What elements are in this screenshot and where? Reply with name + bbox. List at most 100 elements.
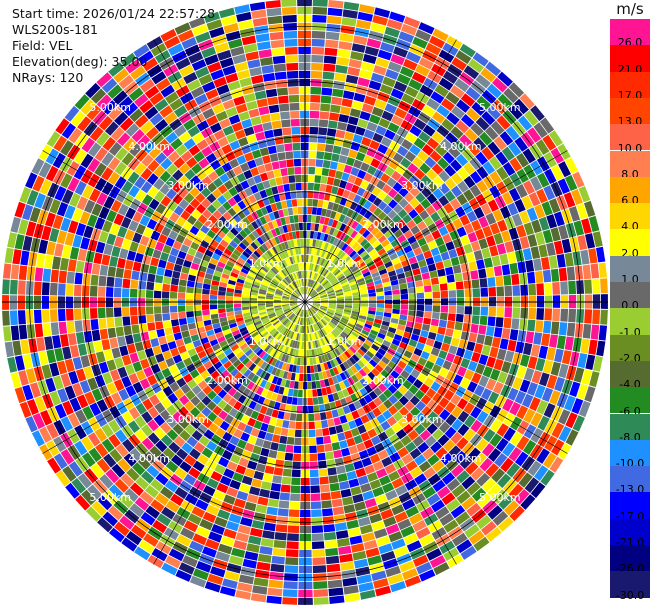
velocity-gate: [327, 291, 335, 296]
velocity-gate: [335, 129, 346, 139]
velocity-gate: [263, 333, 271, 340]
velocity-gate: [293, 381, 299, 389]
velocity-gate: [165, 500, 180, 513]
velocity-gate: [129, 108, 144, 123]
velocity-gate: [77, 473, 93, 489]
velocity-gate: [558, 409, 571, 425]
velocity-gate: [309, 118, 319, 127]
velocity-gate: [514, 451, 529, 467]
velocity-gate: [486, 83, 502, 99]
velocity-gate: [335, 424, 344, 434]
velocity-gate: [254, 90, 267, 100]
velocity-gate: [312, 263, 316, 272]
velocity-gate: [325, 451, 334, 460]
velocity-gate: [541, 387, 554, 402]
velocity-gate: [336, 56, 350, 66]
velocity-gate: [267, 365, 274, 374]
velocity-gate: [309, 308, 315, 314]
velocity-gate: [314, 421, 322, 429]
velocity-gate: [263, 223, 271, 232]
velocity-gate: [312, 340, 316, 349]
velocity-gate: [337, 121, 348, 131]
velocity-gate: [370, 329, 379, 336]
velocity-gate: [554, 377, 565, 392]
velocity-gate: [420, 351, 430, 360]
velocity-gate: [475, 397, 488, 410]
velocity-gate: [249, 1, 266, 12]
velocity-gate: [109, 369, 121, 382]
velocity-gate: [475, 363, 486, 375]
velocity-gate: [369, 479, 382, 490]
velocity-gate: [223, 528, 237, 539]
velocity-gate: [184, 401, 195, 412]
velocity-gate: [386, 265, 395, 273]
velocity-gate: [459, 214, 471, 226]
velocity-gate: [220, 536, 235, 547]
range-ring-label: 1.0km: [327, 335, 362, 348]
velocity-gate: [193, 374, 204, 385]
velocity-gate: [314, 323, 319, 331]
velocity-gate: [203, 164, 214, 176]
velocity-gate: [282, 305, 290, 309]
velocity-gate: [463, 189, 475, 202]
velocity-gate: [160, 84, 175, 98]
velocity-gate: [250, 295, 258, 299]
velocity-gate: [423, 317, 432, 325]
velocity-gate: [459, 377, 471, 389]
velocity-gate: [246, 493, 259, 504]
velocity-gate: [325, 386, 332, 395]
velocity-gate: [106, 276, 115, 287]
velocity-gate: [291, 477, 301, 486]
velocity-gate: [450, 337, 460, 347]
velocity-gate: [322, 200, 329, 209]
velocity-gate: [302, 270, 305, 279]
velocity-gate: [501, 361, 512, 374]
velocity-gate: [111, 246, 121, 258]
velocity-gate: [482, 366, 493, 378]
velocity-gate: [359, 250, 368, 258]
velocity-gate: [197, 350, 207, 359]
velocity-gate: [170, 247, 180, 257]
velocity-gate: [328, 296, 336, 299]
velocity-gate: [320, 484, 330, 493]
velocity-gate: [311, 292, 318, 298]
velocity-gate: [251, 74, 264, 85]
velocity-gate: [377, 49, 393, 61]
velocity-gate: [294, 324, 299, 332]
velocity-gate: [290, 372, 296, 381]
velocity-gate: [288, 265, 293, 274]
velocity-gate: [310, 94, 321, 103]
velocity-gate: [256, 561, 271, 571]
velocity-gate: [300, 270, 303, 279]
velocity-gate: [90, 319, 99, 331]
velocity-gate: [459, 43, 476, 58]
velocity-gate: [318, 404, 326, 413]
velocity-gate: [432, 312, 440, 320]
velocity-gate: [364, 323, 373, 329]
velocity-gate: [122, 278, 131, 289]
velocity-gate: [443, 519, 459, 533]
velocity-gate: [197, 472, 210, 485]
velocity-gate: [364, 274, 372, 281]
velocity-gate: [423, 467, 436, 479]
velocity-gate: [422, 124, 436, 137]
velocity-gate: [321, 300, 329, 302]
velocity-gate: [222, 578, 238, 589]
velocity-gate: [201, 304, 210, 311]
velocity-gate: [118, 388, 130, 401]
velocity-gate: [108, 419, 121, 433]
velocity-gate: [312, 199, 319, 207]
velocity-gate: [232, 391, 242, 401]
velocity-gate: [519, 379, 531, 393]
velocity-gate: [438, 77, 454, 91]
velocity-gate: [114, 521, 130, 537]
velocity-gate: [167, 200, 178, 212]
velocity-gate: [424, 311, 432, 319]
velocity-gate: [356, 187, 366, 197]
velocity-gate: [109, 337, 119, 349]
velocity-gate: [222, 99, 235, 110]
velocity-gate: [362, 365, 371, 375]
velocity-gate: [347, 322, 355, 329]
velocity-gate: [283, 387, 289, 396]
velocity-gate: [393, 193, 404, 204]
